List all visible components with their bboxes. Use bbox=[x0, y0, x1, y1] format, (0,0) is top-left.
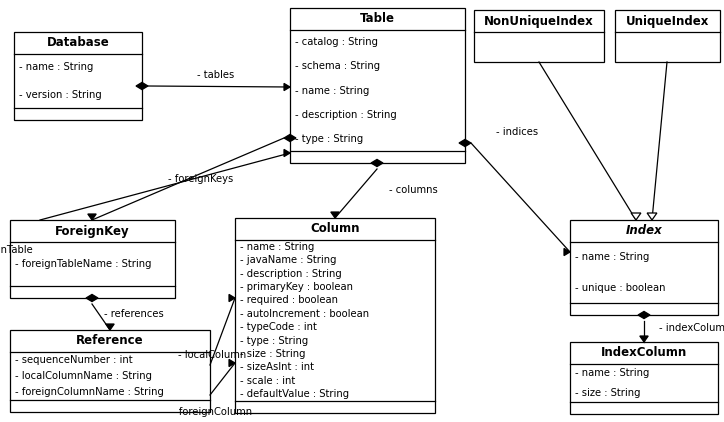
Text: - sequenceNumber : int: - sequenceNumber : int bbox=[15, 355, 132, 365]
Polygon shape bbox=[136, 82, 148, 89]
Text: - name : String: - name : String bbox=[575, 252, 649, 262]
Polygon shape bbox=[647, 213, 657, 220]
Text: IndexColumn: IndexColumn bbox=[601, 346, 687, 360]
Polygon shape bbox=[371, 160, 383, 167]
Polygon shape bbox=[564, 249, 570, 256]
Polygon shape bbox=[88, 214, 96, 220]
Text: - localColumnName : String: - localColumnName : String bbox=[15, 371, 152, 381]
Polygon shape bbox=[229, 360, 235, 367]
Polygon shape bbox=[638, 311, 650, 319]
Text: Index: Index bbox=[626, 225, 662, 238]
Text: Database: Database bbox=[46, 36, 109, 49]
Bar bbox=[615, 10, 720, 62]
Text: - description : String: - description : String bbox=[295, 110, 397, 120]
Polygon shape bbox=[640, 336, 648, 342]
Text: Column: Column bbox=[311, 222, 360, 235]
Text: - version : String: - version : String bbox=[19, 89, 102, 100]
Polygon shape bbox=[284, 84, 290, 91]
Text: - type : String: - type : String bbox=[295, 134, 363, 144]
Text: - typeCode : int: - typeCode : int bbox=[240, 322, 317, 332]
Text: ForeignKey: ForeignKey bbox=[55, 225, 130, 238]
Polygon shape bbox=[459, 139, 471, 146]
Bar bbox=[14, 32, 142, 120]
Text: Table: Table bbox=[360, 13, 395, 25]
Text: - sizeAsInt : int: - sizeAsInt : int bbox=[240, 362, 314, 373]
Text: - catalog : String: - catalog : String bbox=[295, 37, 378, 47]
Text: - foreignTable: - foreignTable bbox=[0, 245, 33, 255]
Text: - references: - references bbox=[104, 309, 164, 319]
Polygon shape bbox=[86, 295, 98, 302]
Bar bbox=[10, 330, 210, 412]
Text: - javaName : String: - javaName : String bbox=[240, 255, 337, 265]
Text: - size : String: - size : String bbox=[575, 387, 641, 398]
Text: NonUniqueIndex: NonUniqueIndex bbox=[484, 14, 594, 27]
Text: - description : String: - description : String bbox=[240, 268, 342, 279]
Polygon shape bbox=[106, 324, 114, 330]
Bar bbox=[10, 220, 175, 298]
Text: - foreignColumn: - foreignColumn bbox=[172, 407, 252, 417]
Text: - unique : boolean: - unique : boolean bbox=[575, 283, 665, 293]
Text: - localColumn: - localColumn bbox=[178, 350, 246, 360]
Bar bbox=[570, 342, 718, 414]
Text: - scale : int: - scale : int bbox=[240, 376, 295, 386]
Text: - foreignKeys: - foreignKeys bbox=[169, 174, 234, 184]
Polygon shape bbox=[284, 134, 296, 142]
Text: - required : boolean: - required : boolean bbox=[240, 295, 338, 306]
Text: - name : String: - name : String bbox=[240, 242, 314, 252]
Polygon shape bbox=[331, 212, 340, 218]
Text: - columns: - columns bbox=[389, 185, 438, 195]
Text: - name : String: - name : String bbox=[575, 368, 649, 379]
Text: - tables: - tables bbox=[198, 70, 235, 80]
Text: UniqueIndex: UniqueIndex bbox=[626, 14, 710, 27]
Text: - name : String: - name : String bbox=[295, 86, 369, 95]
Bar bbox=[570, 220, 718, 315]
Text: - indexColumns: - indexColumns bbox=[659, 323, 724, 333]
Polygon shape bbox=[631, 213, 641, 220]
Text: - foreignColumnName : String: - foreignColumnName : String bbox=[15, 387, 164, 397]
Bar bbox=[235, 218, 435, 413]
Text: - autoIncrement : boolean: - autoIncrement : boolean bbox=[240, 309, 369, 319]
Text: - type : String: - type : String bbox=[240, 335, 308, 346]
Text: - schema : String: - schema : String bbox=[295, 61, 380, 71]
Text: - indices: - indices bbox=[496, 127, 538, 137]
Polygon shape bbox=[284, 149, 290, 157]
Bar bbox=[290, 8, 465, 163]
Text: - name : String: - name : String bbox=[19, 62, 93, 73]
Text: - primaryKey : boolean: - primaryKey : boolean bbox=[240, 282, 353, 292]
Text: Reference: Reference bbox=[76, 335, 144, 347]
Text: - defaultValue : String: - defaultValue : String bbox=[240, 389, 349, 399]
Text: - foreignTableName : String: - foreignTableName : String bbox=[15, 259, 151, 269]
Text: - size : String: - size : String bbox=[240, 349, 306, 359]
Bar bbox=[474, 10, 604, 62]
Polygon shape bbox=[229, 295, 235, 302]
